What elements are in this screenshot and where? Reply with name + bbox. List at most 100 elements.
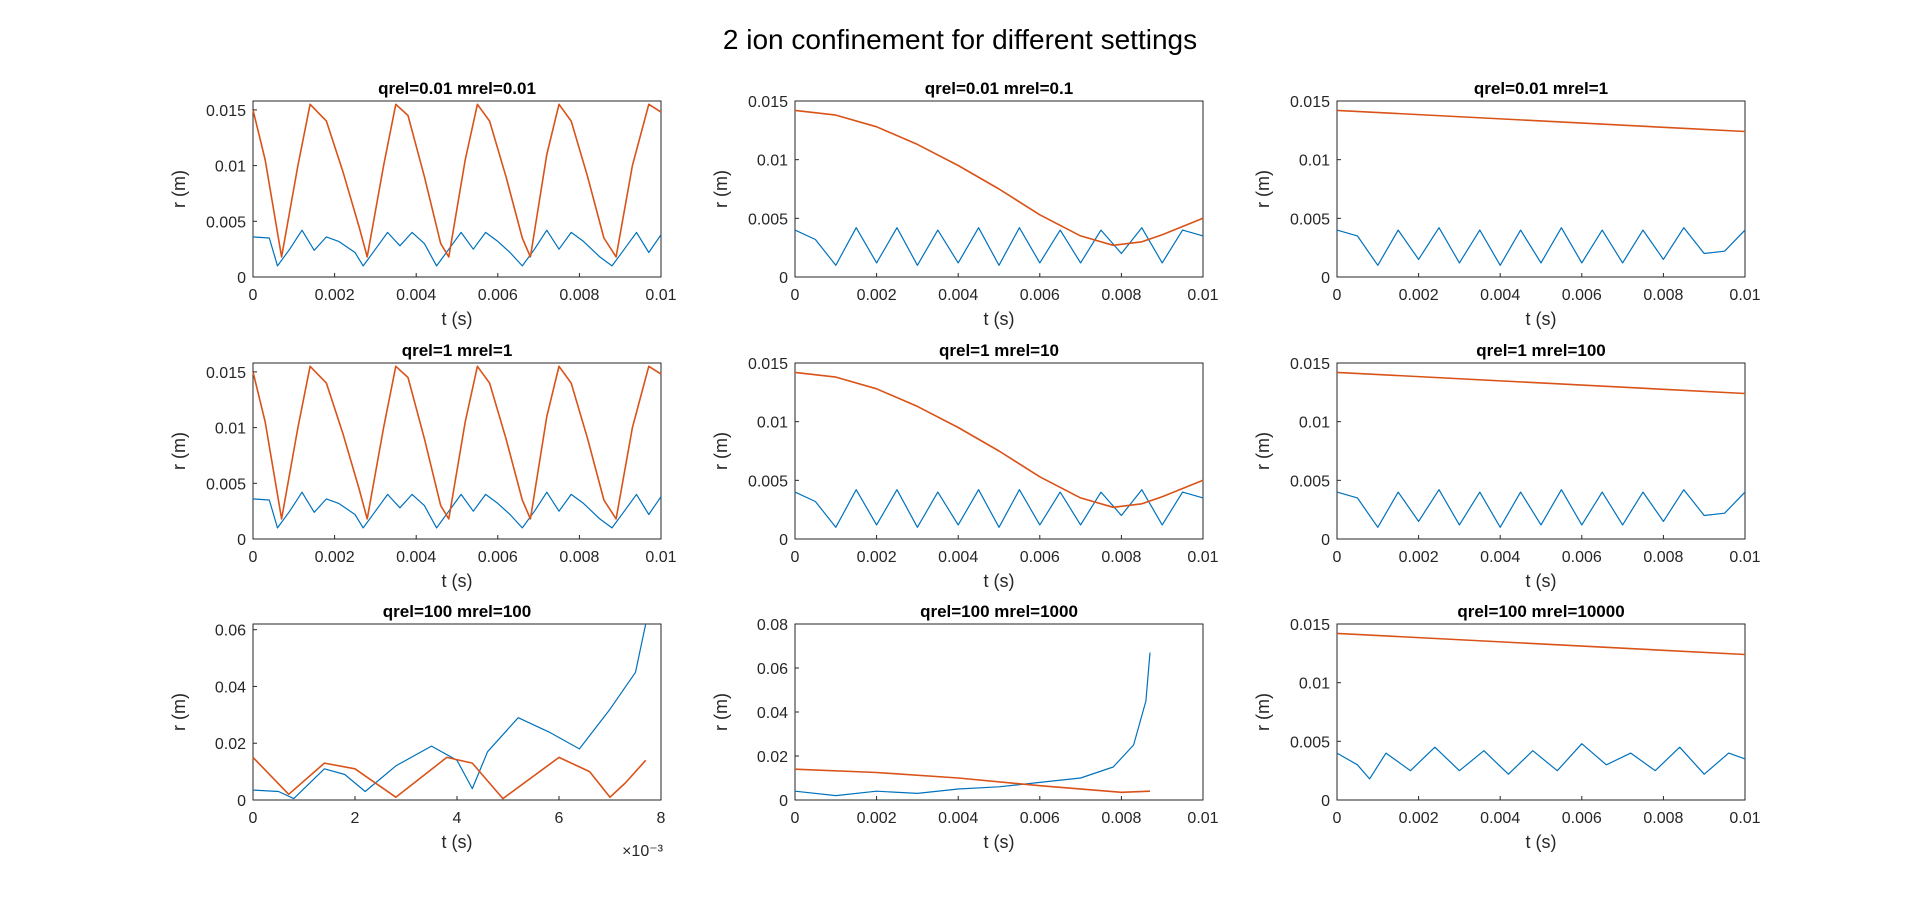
y-axis-label: r (m) — [1253, 693, 1273, 731]
x-tick-label: 0.002 — [857, 549, 897, 566]
x-tick-label: 0.002 — [315, 287, 355, 304]
y-tick-label: 0.005 — [748, 211, 788, 228]
y-tick-label: 0.02 — [757, 749, 788, 766]
x-tick-label: 0.01 — [1729, 549, 1760, 566]
subplot-grid: 0 0.002 0.004 0.006 0.008 0.01 0 0.005 0.01 0.015… — [169, 79, 1761, 860]
y-tick-label: 0.005 — [206, 476, 246, 493]
x-tick-label: 0.008 — [559, 287, 599, 304]
x-tick-label: 0.006 — [1020, 549, 1060, 566]
series-line-1 — [794, 489, 1204, 528]
subplot-1: 0 0.002 0.004 0.006 0.008 0.01 0 0.005 0.01 0.015… — [169, 79, 677, 329]
x-tick-label: 0.006 — [1020, 810, 1060, 827]
plot-area — [252, 100, 662, 278]
y-axis-label: r (m) — [711, 693, 731, 731]
subplot-title: qrel=0.01 mrel=0.01 — [378, 79, 536, 98]
x-tick-label: 0.01 — [1729, 810, 1760, 827]
x-tick-label: 0.004 — [1480, 287, 1520, 304]
x-axis-label: t (s) — [1526, 832, 1557, 852]
x-axis-label: t (s) — [1526, 309, 1557, 329]
x-tick-label: 0.002 — [1399, 810, 1439, 827]
x-tick-label: 0.002 — [857, 287, 897, 304]
x-tick-label: 0 — [1333, 810, 1342, 827]
x-tick-label: 0 — [249, 287, 258, 304]
y-tick-label: 0 — [779, 532, 788, 549]
subplot-7: 0 2 4 6 8 0 0.02 0.04 0.06 qrel=100 mrel=100 t (s)… — [169, 602, 666, 860]
subplot-title: qrel=100 mrel=10000 — [1457, 602, 1624, 621]
x-tick-label: 0.004 — [396, 549, 436, 566]
subplot-title: qrel=1 mrel=1 — [402, 341, 513, 360]
plot-area — [252, 623, 662, 801]
series-line-2 — [252, 365, 662, 520]
x-tick-label: 0.008 — [1101, 287, 1141, 304]
x-tick-label: 0 — [249, 810, 258, 827]
series-line-2 — [1336, 371, 1746, 395]
x-tick-label: 0.006 — [1562, 810, 1602, 827]
y-tick-label: 0.015 — [748, 356, 788, 373]
subplot-5: 0 0.002 0.004 0.006 0.008 0.01 0 0.005 0.01 0.015… — [711, 341, 1219, 591]
x-tick-label: 0.01 — [645, 287, 676, 304]
y-tick-label: 0.04 — [215, 679, 246, 696]
y-tick-label: 0.01 — [1299, 153, 1330, 170]
series-line-1 — [794, 227, 1204, 266]
y-tick-label: 0.015 — [1290, 617, 1330, 634]
x-axis-label: t (s) — [442, 309, 473, 329]
series-line-2 — [1336, 632, 1746, 656]
x-tick-label: 0.01 — [1187, 287, 1218, 304]
series-line-2 — [1336, 109, 1746, 133]
x-tick-label: 0.004 — [1480, 810, 1520, 827]
plot-area — [1336, 100, 1746, 278]
figure-title: 2 ion confinement for different settings — [723, 24, 1197, 55]
x-tick-label: 0.008 — [1643, 287, 1683, 304]
x-tick-label: 0.01 — [645, 549, 676, 566]
x-tick-label: 0.01 — [1729, 287, 1760, 304]
x-exponent-label: ×10⁻³ — [622, 843, 664, 860]
y-tick-label: 0.005 — [206, 214, 246, 231]
subplot-4: 0 0.002 0.004 0.006 0.008 0.01 0 0.005 0.01 0.015… — [169, 341, 677, 591]
y-tick-label: 0.06 — [215, 623, 246, 640]
subplot-title: qrel=0.01 mrel=0.1 — [925, 79, 1073, 98]
plot-area — [252, 362, 662, 540]
x-tick-label: 0.004 — [938, 810, 978, 827]
x-axis-label: t (s) — [984, 571, 1015, 591]
y-axis-label: r (m) — [1253, 432, 1273, 470]
y-tick-label: 0.01 — [1299, 415, 1330, 432]
y-tick-label: 0.015 — [1290, 94, 1330, 111]
y-axis-label: r (m) — [169, 693, 189, 731]
x-tick-label: 0.002 — [1399, 549, 1439, 566]
series-line-1 — [1336, 227, 1746, 266]
y-tick-label: 0 — [1321, 532, 1330, 549]
y-tick-label: 0 — [237, 793, 246, 810]
y-axis-label: r (m) — [711, 432, 731, 470]
y-tick-label: 0 — [779, 270, 788, 287]
y-tick-label: 0.02 — [215, 736, 246, 753]
y-axis-label: r (m) — [169, 170, 189, 208]
y-tick-label: 0.01 — [215, 159, 246, 176]
x-tick-label: 0.008 — [1101, 549, 1141, 566]
y-tick-label: 0.01 — [757, 415, 788, 432]
x-tick-label: 0.004 — [938, 287, 978, 304]
series-line-1 — [794, 652, 1151, 797]
x-tick-label: 0.01 — [1187, 810, 1218, 827]
series-line-2 — [794, 109, 1204, 247]
x-tick-label: 0 — [791, 810, 800, 827]
y-tick-label: 0 — [237, 270, 246, 287]
y-axis-label: r (m) — [711, 170, 731, 208]
x-tick-label: 0 — [249, 549, 258, 566]
y-tick-label: 0.01 — [757, 153, 788, 170]
subplot-8: 0 0.002 0.004 0.006 0.008 0.01 0 0.02 0.04 0.06 0.… — [711, 602, 1219, 852]
x-axis-label: t (s) — [442, 571, 473, 591]
y-tick-label: 0.01 — [1299, 676, 1330, 693]
y-tick-label: 0 — [1321, 270, 1330, 287]
y-tick-label: 0.005 — [1290, 734, 1330, 751]
x-tick-label: 0.008 — [559, 549, 599, 566]
y-tick-label: 0 — [1321, 793, 1330, 810]
series-line-2 — [794, 371, 1204, 509]
series-line-1 — [1336, 489, 1746, 528]
subplot-title: qrel=1 mrel=100 — [1476, 341, 1605, 360]
x-tick-label: 0.002 — [857, 810, 897, 827]
x-tick-label: 0.006 — [1020, 287, 1060, 304]
y-tick-label: 0.005 — [1290, 473, 1330, 490]
plot-area — [1336, 623, 1746, 801]
y-axis-label: r (m) — [169, 432, 189, 470]
